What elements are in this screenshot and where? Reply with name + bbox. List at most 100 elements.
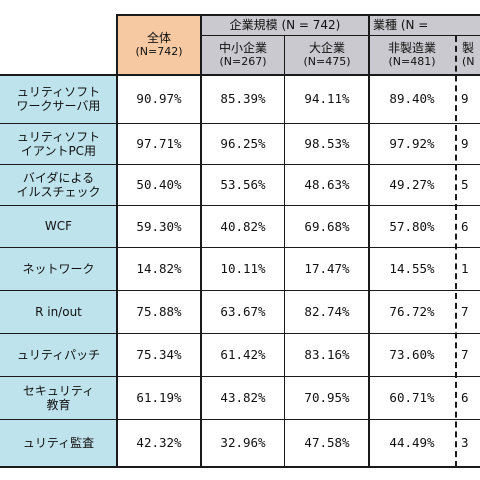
non-manufacturing-header-n: (N=481)	[388, 55, 436, 69]
row-label-text: イアントPC用	[20, 143, 97, 158]
large-company-header-n: (N=475)	[303, 55, 351, 69]
sme-header: 中小企業 (N=267)	[201, 36, 285, 75]
value-cell: 61.42%	[201, 334, 285, 377]
value-cell: 47.58%	[285, 420, 369, 467]
industry-group-label: 業種 (N =	[373, 17, 429, 32]
value-cell: 73.60%	[369, 334, 455, 377]
row-label-text: ネットワーク	[22, 261, 95, 276]
value-cell: 43.82%	[201, 377, 285, 420]
value-cell: 57.80%	[369, 206, 455, 248]
row-label: WCF	[0, 206, 117, 248]
value-cell: 9	[455, 124, 480, 165]
grid-line	[0, 290, 480, 291]
value-cell: 7	[455, 291, 480, 334]
manufacturing-header-label: 製	[462, 41, 475, 56]
row-label: ネットワーク	[0, 248, 117, 291]
value-cell: 61.19%	[117, 377, 201, 420]
value-cell: 98.53%	[285, 124, 369, 165]
value-cell: 97.71%	[117, 124, 201, 165]
value-cell: 59.30%	[117, 206, 201, 248]
row-label-text: バイダによる	[22, 170, 95, 185]
row-label-text: ュリティソフト	[16, 84, 101, 99]
value-cell: 32.96%	[201, 420, 285, 467]
large-company-header-label: 大企業	[308, 41, 345, 56]
value-cell: 70.95%	[285, 377, 369, 420]
grid-line	[0, 419, 480, 420]
value-cell: 69.68%	[285, 206, 369, 248]
value-cell: 7	[455, 334, 480, 377]
row-label-text: 教育	[46, 397, 71, 412]
value-cell: 82.74%	[285, 291, 369, 334]
grid-line	[0, 333, 480, 334]
row-label-text: ワークサーバ用	[16, 98, 101, 113]
value-cell: 85.39%	[201, 75, 285, 124]
row-label-text: WCF	[44, 219, 73, 234]
non-manufacturing-header-label: 非製造業	[387, 41, 436, 56]
grid-line	[0, 466, 480, 468]
row-label: R in/out	[0, 291, 117, 334]
row-label: セキュリティ 教育	[0, 377, 117, 420]
row-label-text: R in/out	[35, 304, 82, 319]
company-size-group-label: 企業規模 (N = 742)	[229, 17, 341, 32]
value-cell: 14.82%	[117, 248, 201, 291]
sme-header-label: 中小企業	[218, 41, 267, 56]
value-cell: 83.16%	[285, 334, 369, 377]
non-manufacturing-header: 非製造業 (N=481)	[369, 36, 455, 75]
row-label: ュリティソフト イアントPC用	[0, 124, 117, 165]
value-cell: 48.63%	[285, 165, 369, 206]
total-header: 全体 (N=742)	[117, 15, 201, 75]
value-cell: 1	[455, 248, 480, 291]
total-header-n: (N=742)	[135, 44, 183, 58]
value-cell: 44.49%	[369, 420, 455, 467]
dashed-divider	[455, 36, 457, 467]
value-cell: 50.40%	[117, 165, 201, 206]
total-header-label: 全体	[146, 30, 171, 45]
grid-line	[200, 14, 202, 467]
industry-group-header: 業種 (N =	[369, 15, 480, 36]
value-cell: 90.97%	[117, 75, 201, 124]
grid-line	[0, 376, 480, 377]
company-size-group-header: 企業規模 (N = 742)	[201, 15, 369, 36]
row-label-text: イルスチェック	[16, 184, 101, 199]
row-label: ュリティソフト ワークサーバ用	[0, 75, 117, 124]
value-cell: 96.25%	[201, 124, 285, 165]
value-cell: 63.67%	[201, 291, 285, 334]
row-label-text: ュリティソフト	[16, 129, 101, 144]
value-cell: 40.82%	[201, 206, 285, 248]
grid-line	[117, 14, 480, 16]
row-label: バイダによる イルスチェック	[0, 165, 117, 206]
grid-line	[201, 35, 480, 36]
value-cell: 49.27%	[369, 165, 455, 206]
value-cell: 89.40%	[369, 75, 455, 124]
manufacturing-header-n: (N	[462, 55, 475, 69]
grid-line	[0, 164, 480, 165]
row-label-text: ュリティパッチ	[16, 347, 101, 362]
value-cell: 6	[455, 206, 480, 248]
value-cell: 6	[455, 377, 480, 420]
value-cell: 75.34%	[117, 334, 201, 377]
value-cell: 5	[455, 165, 480, 206]
grid-line	[0, 247, 480, 248]
sme-header-n: (N=267)	[219, 55, 267, 69]
row-label: ュリティパッチ	[0, 334, 117, 377]
value-cell: 97.92%	[369, 124, 455, 165]
grid-line	[284, 35, 285, 467]
manufacturing-header: 製 (N	[455, 36, 480, 75]
value-cell: 75.88%	[117, 291, 201, 334]
value-cell: 60.71%	[369, 377, 455, 420]
large-company-header: 大企業 (N=475)	[285, 36, 369, 75]
value-cell: 17.47%	[285, 248, 369, 291]
grid-line	[0, 123, 480, 124]
value-cell: 14.55%	[369, 248, 455, 291]
value-cell: 53.56%	[201, 165, 285, 206]
value-cell: 94.11%	[285, 75, 369, 124]
grid-line	[0, 74, 480, 76]
row-label: ュリティ監査	[0, 420, 117, 467]
row-label-text: セキュリティ	[22, 383, 95, 398]
grid-line	[368, 14, 370, 467]
value-cell: 76.72%	[369, 291, 455, 334]
value-cell: 10.11%	[201, 248, 285, 291]
value-cell: 9	[455, 75, 480, 124]
grid-line	[0, 205, 480, 206]
